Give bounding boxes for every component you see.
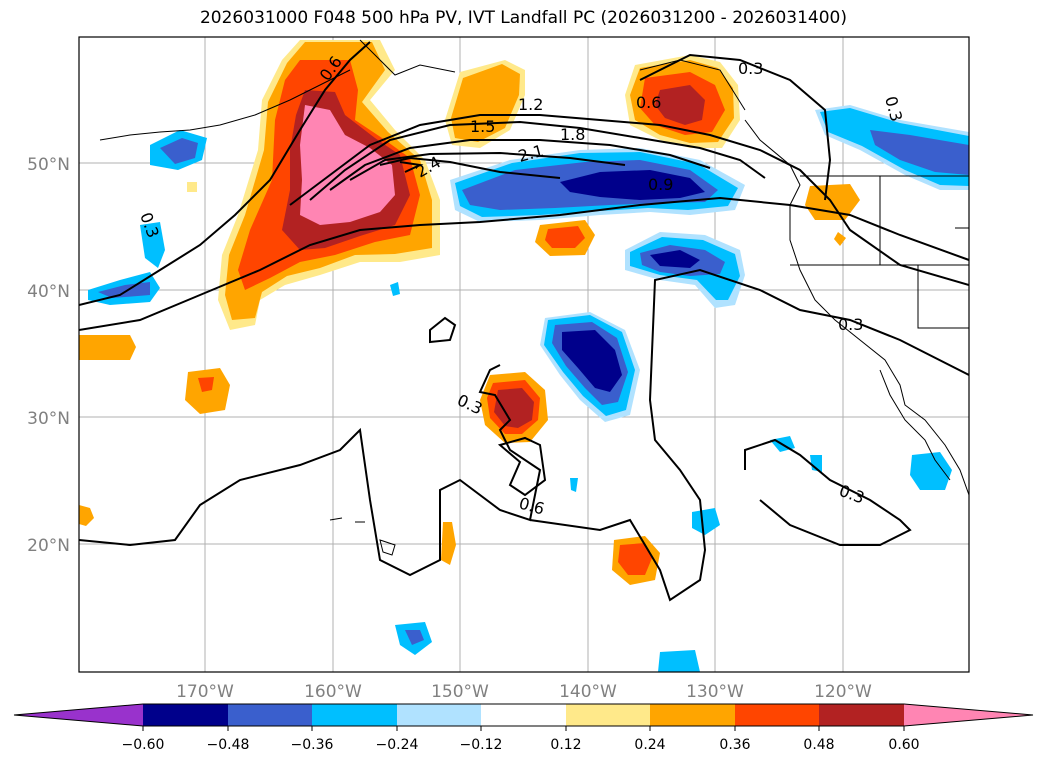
colorbar-tick-label: −0.12	[460, 737, 503, 753]
coast-north-america	[744, 119, 969, 496]
colorbar-bin	[228, 704, 312, 726]
hawaii	[329, 517, 396, 556]
colorbar-tick-label: 0.24	[634, 737, 665, 753]
lat-label-20n: 20°N	[27, 536, 70, 556]
colorbar-over-triangle	[904, 704, 1033, 726]
pv-blob-small-1-red	[545, 226, 585, 248]
pv-blob-center-dark	[494, 388, 534, 428]
pv-blob-left	[79, 335, 136, 360]
neg-small-e	[692, 508, 720, 535]
contour-label: 0.9	[648, 175, 673, 194]
colorbar-under-triangle	[14, 704, 143, 726]
colorbar-tick-label: 0.60	[888, 737, 919, 753]
state-lines	[790, 176, 969, 329]
contour-label: 1.2	[518, 95, 543, 114]
lat-label-30n: 30°N	[27, 409, 70, 429]
colorbar-tick-label: 0.48	[803, 737, 834, 753]
figure-title: 2026031000 F048 500 hPa PV, IVT Landfall…	[199, 8, 847, 28]
pv-blob-tiny-1	[187, 182, 197, 192]
lat-label-40n: 40°N	[27, 282, 70, 302]
colorbar-bin	[566, 704, 650, 726]
contour-label: 0.6	[636, 93, 661, 112]
neg-small-f2	[405, 630, 424, 645]
neg-42n-dark	[650, 250, 700, 268]
neg-w-1b	[160, 138, 198, 164]
lon-label-160w: 160°W	[304, 682, 362, 702]
pv-negative-fill	[88, 105, 969, 672]
contour-label: 1.5	[470, 117, 495, 136]
lon-label-170w: 170°W	[176, 682, 234, 702]
lat-labels: 50°N 40°N 30°N 20°N	[27, 155, 70, 556]
contour-label: 0.3	[838, 315, 863, 334]
lon-labels: 170°W 160°W 150°W 140°W 130°W 120°W	[176, 682, 872, 702]
pv-blob-left-22n	[79, 505, 94, 526]
lat-label-50n: 50°N	[27, 155, 70, 175]
coast-aleutians	[99, 69, 351, 141]
contour-label: 0.3	[738, 59, 763, 78]
pv-plume-pink	[300, 105, 395, 225]
colorbar-bin	[312, 704, 397, 726]
lon-label-150w: 150°W	[431, 682, 489, 702]
colorbar-bin	[650, 704, 735, 726]
colorbar-tick-label: 0.36	[719, 737, 750, 753]
lon-label-130w: 130°W	[686, 682, 744, 702]
pv-blob-w-red	[198, 377, 214, 392]
colorbar-tick-label: −0.24	[376, 737, 419, 753]
colorbar-bin	[143, 704, 228, 726]
colorbar-tick-label: 0.12	[550, 737, 581, 753]
neg-small-d	[910, 452, 952, 490]
coast-alaska	[359, 39, 746, 111]
pv-blob-21n	[441, 522, 456, 565]
coast-baja	[879, 369, 951, 481]
colorbar: −0.60 −0.48 −0.36 −0.24 −0.12 0.12 0.24 …	[13, 703, 1034, 753]
neg-ne-blue	[870, 130, 969, 175]
neg-35n-dark	[562, 330, 622, 392]
colorbar-tick-label: −0.60	[122, 737, 165, 753]
neg-w-3b	[98, 282, 150, 298]
colorbar-bin	[819, 704, 904, 726]
pv-blob-w	[185, 368, 230, 414]
neg-small-g	[658, 650, 700, 672]
colorbar-bin	[481, 704, 566, 726]
map-frame	[78, 36, 970, 673]
neg-w-2	[140, 222, 165, 268]
map-background	[79, 37, 969, 672]
pv-blob-19n-red	[618, 543, 652, 575]
pv-blob-tiny-2	[834, 232, 846, 246]
ivt-contours	[79, 41, 969, 602]
colorbar-tick-label: −0.48	[207, 737, 250, 753]
colorbar-bin	[735, 704, 819, 726]
colorbar-bin	[397, 704, 481, 726]
lon-label-140w: 140°W	[559, 682, 617, 702]
contour-label: 1.8	[560, 125, 585, 144]
neg-small-c	[810, 455, 822, 472]
lon-label-120w: 120°W	[814, 682, 872, 702]
colorbar-tick-label: −0.36	[291, 737, 334, 753]
neg-small-a	[390, 282, 400, 296]
neg-small-h	[570, 478, 578, 492]
pv-blob-ne-darkred	[655, 85, 705, 125]
neg-band-dark	[560, 170, 705, 200]
